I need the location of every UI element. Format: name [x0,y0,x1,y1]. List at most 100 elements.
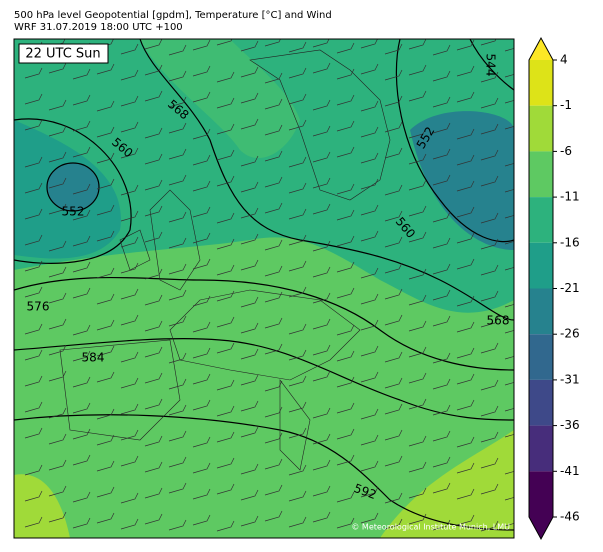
wind-barb [360,126,379,138]
wind-barb [384,184,403,196]
wind-barb [192,258,211,270]
wind-barb [240,489,259,501]
wind-barb [288,119,307,131]
wind-barb [144,513,163,525]
wind-barb [432,174,451,186]
wind-barb [360,267,379,279]
wind-barb [192,321,211,333]
wind-barb [480,457,499,469]
colorbar-tick-label: -31 [560,372,580,386]
wind-barb [216,71,235,83]
wind-barb [240,348,259,360]
wind-barb [144,205,163,217]
wind-barb [240,181,259,193]
wind-barb [312,39,330,48]
wind-barb [24,375,43,387]
wind-barb [48,459,67,471]
colorbar-band [529,379,553,426]
wind-barb [144,294,163,306]
wind-barb [480,483,499,495]
wind-barb [192,180,211,192]
wind-barb [96,267,115,279]
wind-barb [432,237,451,249]
wind-barb [48,318,67,330]
wind-barb [216,97,235,109]
wind-barb [456,258,475,270]
wind-barb [24,208,43,220]
wind-barb [120,351,139,363]
wind-barb [408,435,427,447]
wind-barb [360,293,379,305]
wind-barb [192,128,211,140]
wind-barb [288,93,307,105]
wind-barb [120,429,139,441]
wind-barb [480,316,499,328]
wind-barb [336,235,355,247]
wind-barb [144,39,163,50]
wind-barb [360,512,379,524]
wind-barb [96,204,115,216]
wind-barb [504,356,514,360]
wind-barb [384,377,403,389]
wind-barb [336,68,355,80]
wind-barb [504,304,514,308]
wind-barb [456,436,475,448]
wind-barb [480,212,499,224]
wind-barb [24,234,43,246]
time-label: 22 UTC Sun [25,47,100,62]
wind-barb [432,148,451,160]
wind-barb [360,100,379,112]
wind-barb [432,70,451,82]
wind-barb [336,120,355,132]
wind-barb [504,408,514,412]
wind-barb [432,315,451,327]
colorbar-band [529,471,553,517]
wind-barb [312,151,331,163]
wind-barb [72,402,91,414]
wind-barb [504,267,514,271]
wind-barb [48,344,67,356]
wind-barb [168,70,187,82]
wind-barb [480,71,499,83]
wind-barb [72,287,91,299]
wind-barb [312,370,331,382]
subtitle: WRF 31.07.2019 18:00 UTC +100 [14,22,183,33]
wind-barb [480,431,499,443]
wind-barb [120,403,139,415]
wind-barb [288,427,307,439]
wind-barb [48,292,67,304]
wind-barb [408,320,427,332]
wind-barb [48,266,67,278]
wind-barb [480,39,497,46]
contour-label: 552 [62,205,85,219]
wind-barb [384,121,403,133]
wind-barb [456,295,475,307]
wind-barb [144,64,163,76]
wind-barb [312,485,331,497]
wind-barb [504,241,514,245]
wind-barb [480,342,499,354]
wind-barb [120,288,139,300]
wind-barb [240,322,259,334]
wind-barb [456,206,475,218]
wind-barb [360,486,379,498]
wind-barb [216,175,235,187]
wind-barb [120,518,139,530]
wind-barb [48,407,67,419]
wind-barb [168,148,187,160]
wind-barb [312,266,331,278]
wind-barb [456,514,475,526]
wind-barb [288,323,307,335]
wind-barb [240,207,259,219]
wind-barb [312,203,331,215]
wind-barb [384,43,403,55]
wind-barb [120,147,139,159]
wind-barb [456,65,475,77]
wind-barb [240,118,259,130]
colorbar-tick-label: -6 [560,144,572,158]
wind-barb [24,516,43,528]
wind-barb [120,121,139,133]
wind-barb [24,323,43,335]
wind-barb [168,211,187,223]
wind-barb [216,520,235,532]
